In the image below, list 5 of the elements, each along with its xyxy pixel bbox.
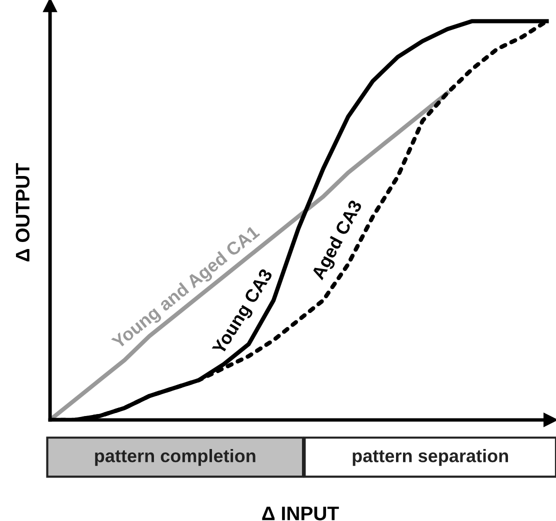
y-axis-title: Δ OUTPUT [16, 163, 30, 262]
text: pattern completion [95, 449, 256, 466]
text: pattern separation [352, 449, 508, 466]
text: Aged CA3 [310, 199, 366, 282]
x-axis-title: Δ INPUT [262, 506, 339, 520]
